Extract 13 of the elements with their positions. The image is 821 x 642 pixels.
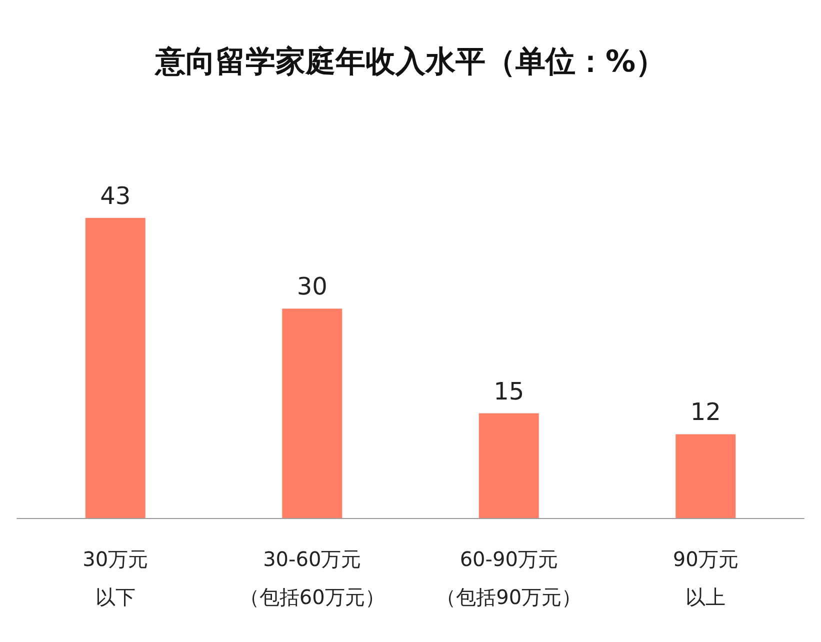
data-label: 15 [494,377,524,406]
data-label: 12 [690,398,721,426]
x-tick-label: 60-90万元（包括90万元） [436,547,582,609]
bar [85,218,146,518]
x-tick-label: 30万元以下 [82,547,148,609]
data-label: 43 [100,182,131,210]
chart-title: 意向留学家庭年收入水平（单位：%） [153,44,666,80]
bar [282,308,342,518]
x-tick-label: 30-60万元（包括60万元） [239,547,385,609]
bar [478,413,539,518]
data-label: 30 [296,272,328,301]
bar [676,434,736,518]
x-tick-label: 90万元以上 [672,547,738,609]
